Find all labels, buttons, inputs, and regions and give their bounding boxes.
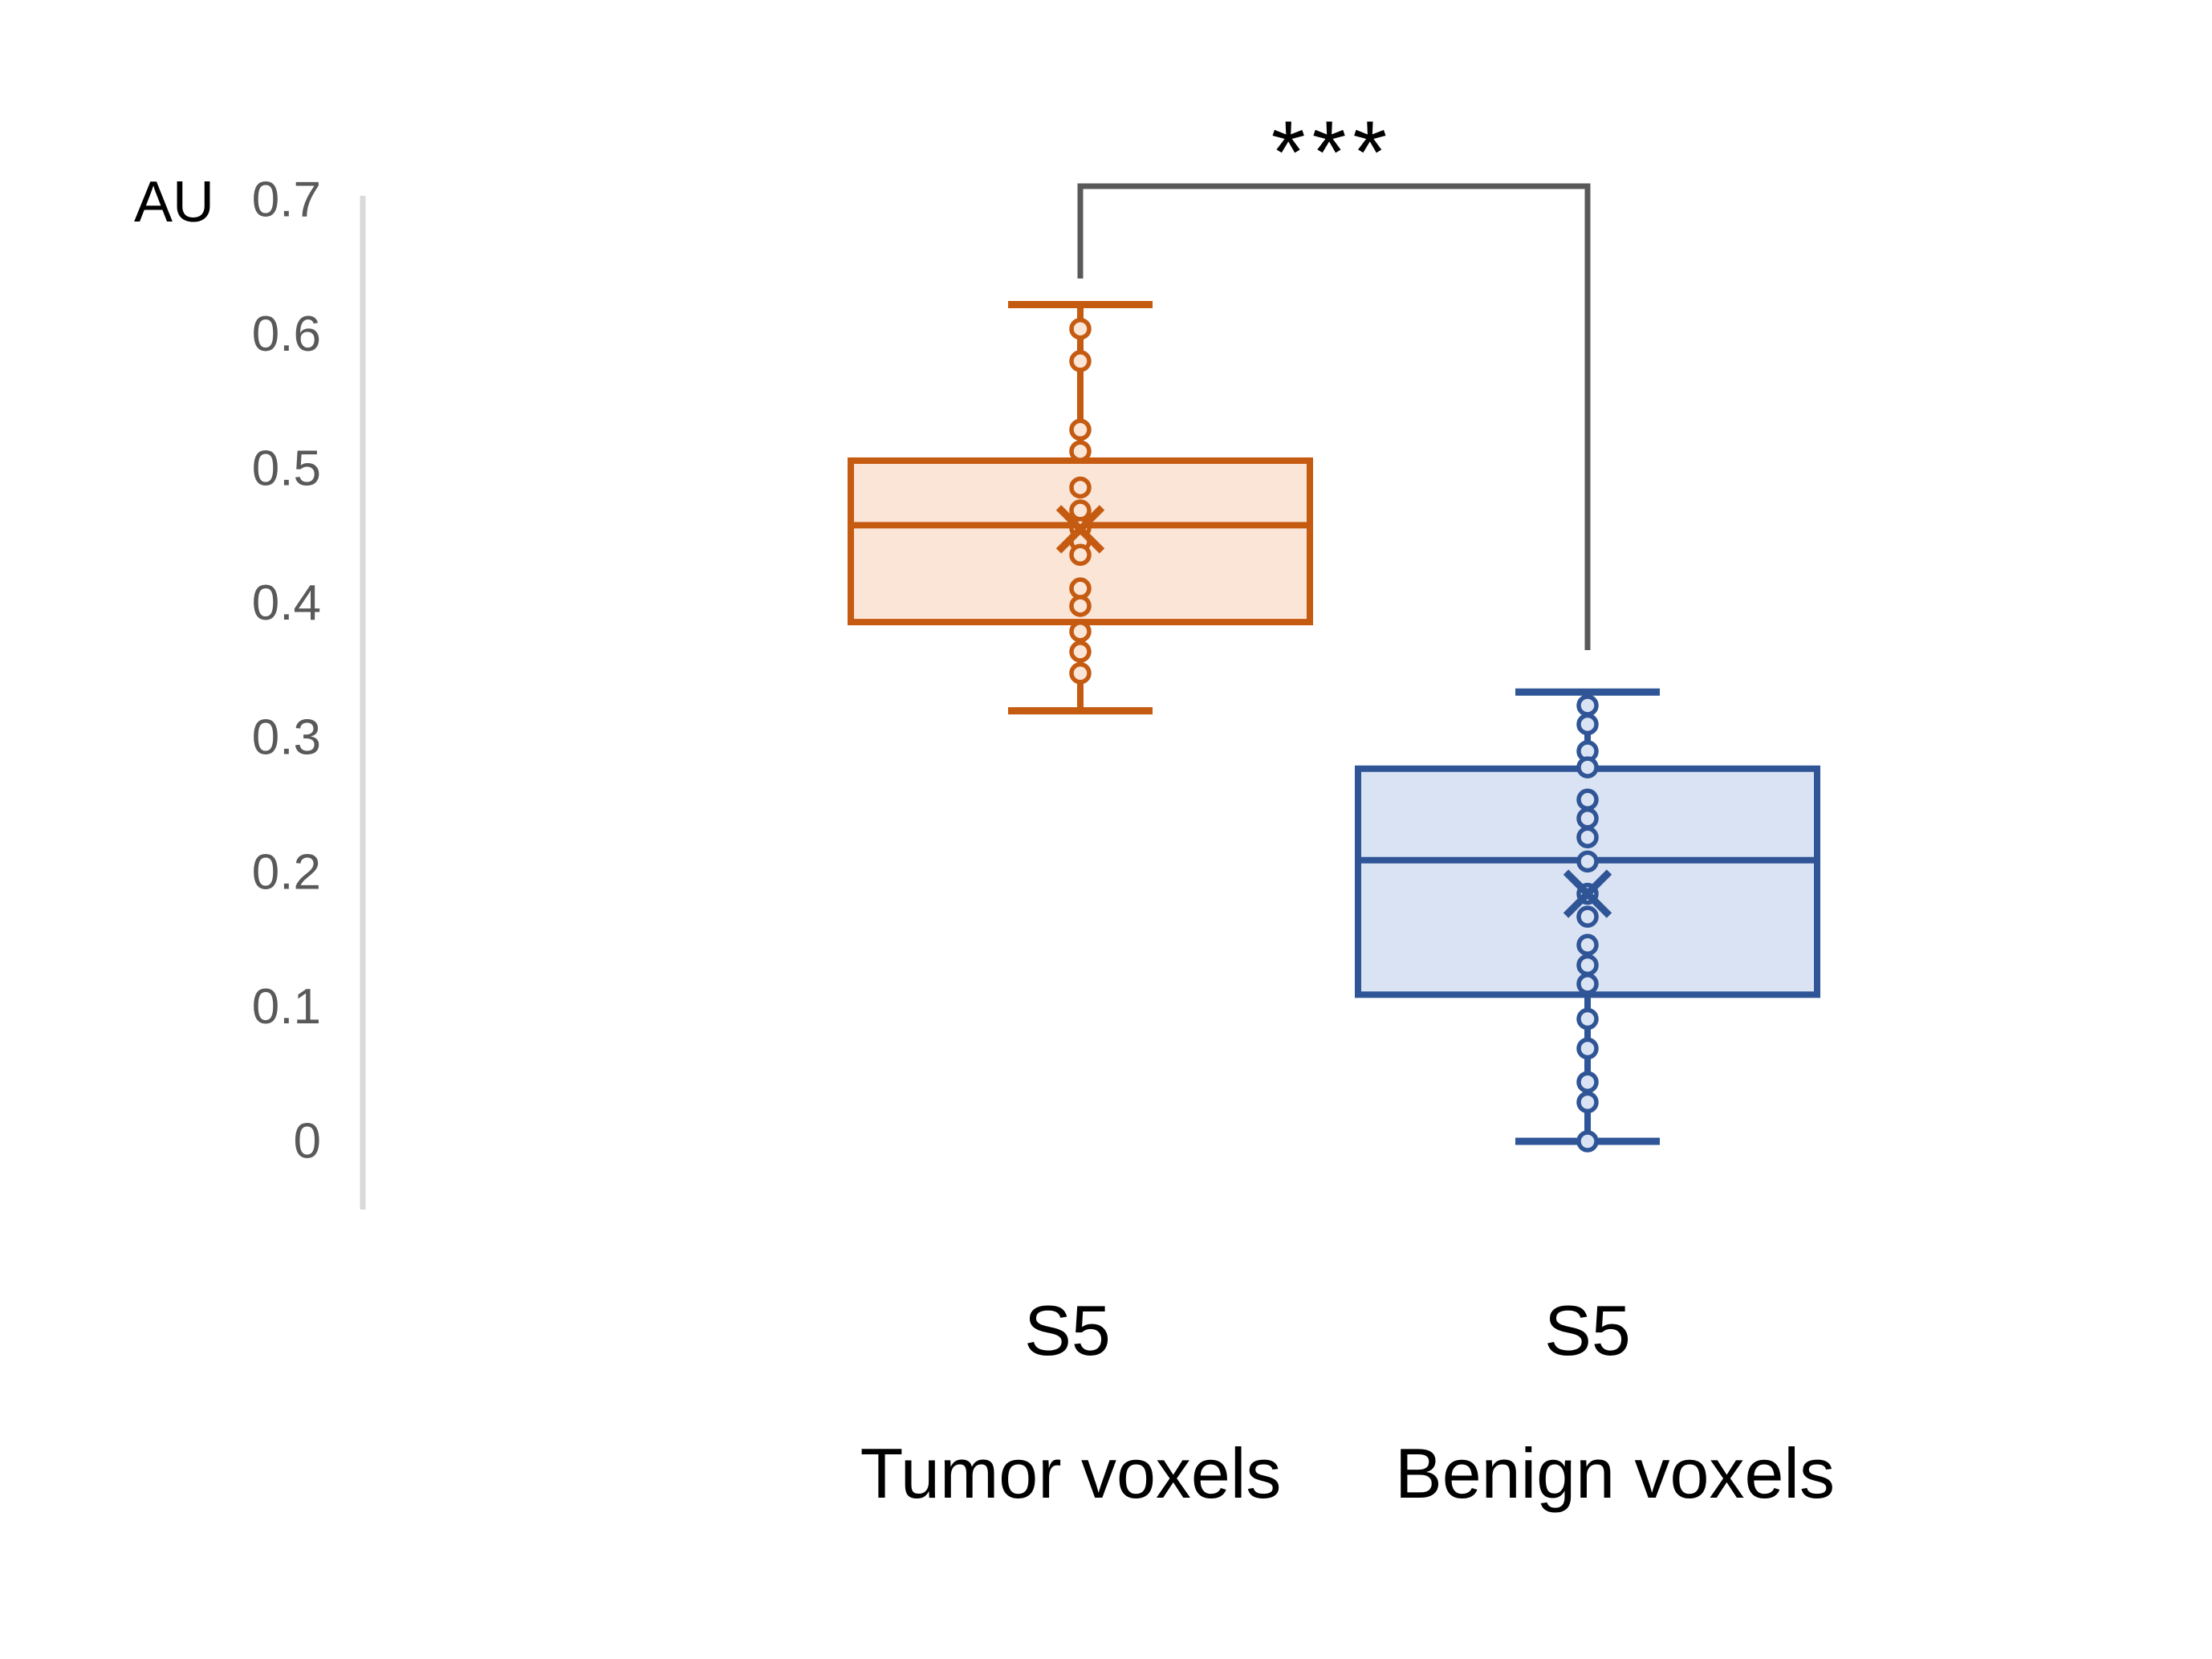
- data-point: [1576, 826, 1599, 848]
- data-point: [1576, 694, 1599, 717]
- data-point: [1576, 756, 1599, 779]
- y-tick-label: 0.7: [252, 172, 321, 227]
- data-point: [1069, 543, 1092, 567]
- series-name-tumor: S5: [1024, 1291, 1111, 1370]
- data-point: [1069, 620, 1092, 643]
- data-point: [1069, 640, 1092, 663]
- significance-bracket: [1077, 183, 1591, 650]
- y-tick-label: 0.4: [252, 575, 321, 631]
- data-point: [1576, 713, 1599, 736]
- data-point: [1576, 1130, 1599, 1153]
- data-point: [1576, 973, 1599, 995]
- mean-marker: [1055, 505, 1105, 554]
- y-tick-label: 0.2: [252, 844, 321, 900]
- data-point: [1576, 850, 1599, 873]
- mean-marker: [1563, 869, 1612, 918]
- y-tick-label: 0.3: [252, 710, 321, 766]
- data-point: [1576, 1071, 1599, 1094]
- data-point: [1069, 350, 1092, 372]
- y-tick-label: 0.1: [252, 979, 321, 1035]
- data-point: [1069, 317, 1092, 340]
- data-point: [1069, 418, 1092, 441]
- y-tick-label: 0.5: [252, 441, 321, 497]
- data-point: [1576, 933, 1599, 957]
- data-point: [1576, 954, 1599, 977]
- data-point: [1069, 499, 1092, 522]
- y-tick-label: 0.6: [252, 307, 321, 362]
- y-axis-title: AU: [133, 170, 215, 234]
- data-point: [1069, 662, 1092, 685]
- data-point: [1576, 1091, 1599, 1114]
- data-point: [1576, 1007, 1599, 1031]
- data-point: [1576, 905, 1599, 928]
- data-point: [1069, 577, 1092, 600]
- data-point: [1576, 1037, 1599, 1060]
- y-tick-label: 0: [294, 1114, 321, 1169]
- series-name-benign: S5: [1544, 1291, 1631, 1370]
- group-label-benign: Benign voxels: [1395, 1433, 1835, 1513]
- data-point: [1576, 788, 1599, 811]
- data-point: [1069, 476, 1092, 499]
- group-label-tumor: Tumor voxels: [860, 1433, 1282, 1513]
- data-point: [1069, 595, 1092, 617]
- data-point: [1069, 440, 1092, 462]
- data-point: [1576, 807, 1599, 830]
